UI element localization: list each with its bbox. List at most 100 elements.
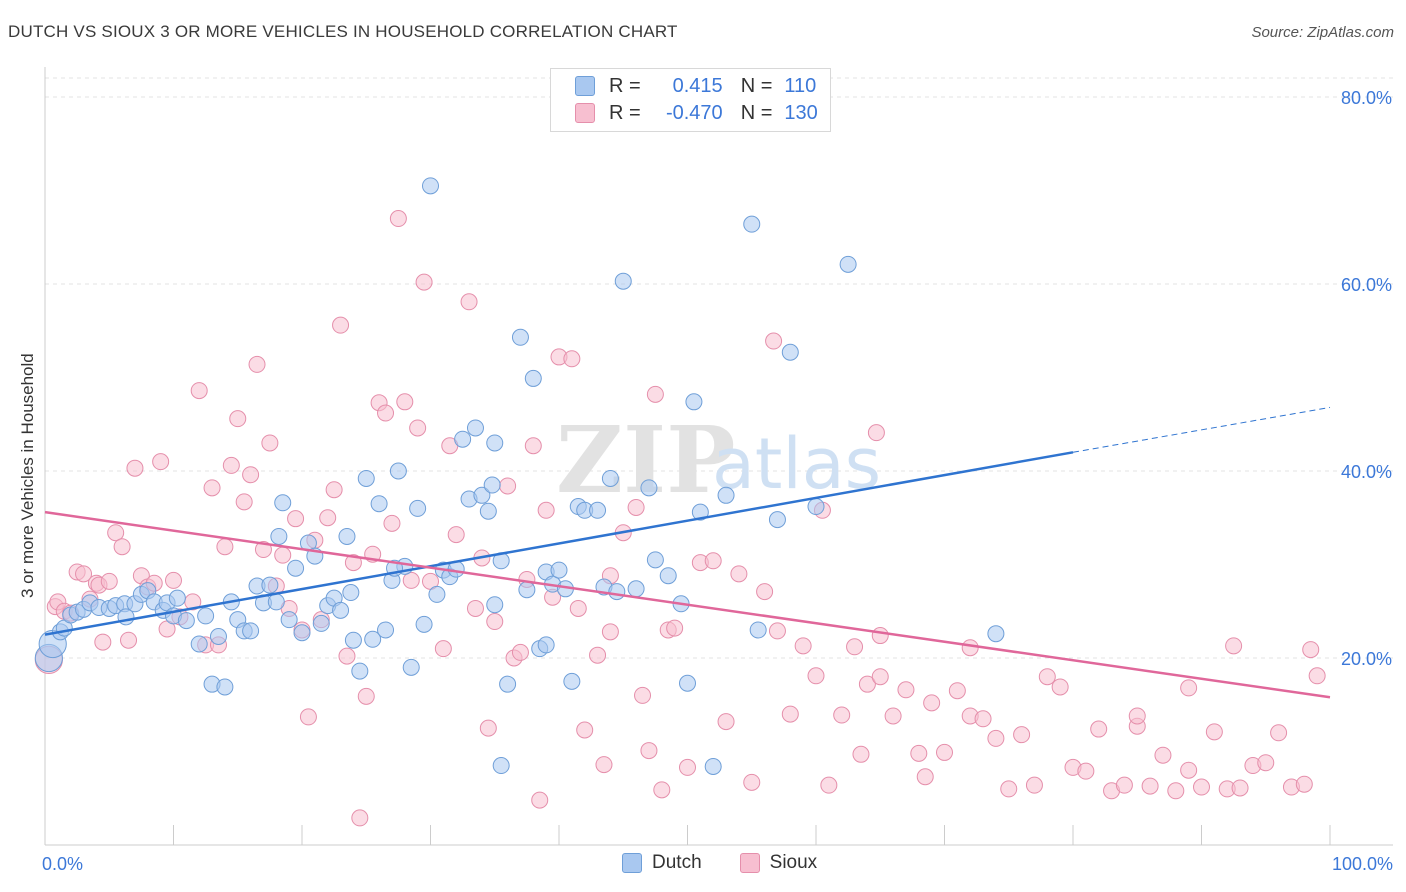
dutch-r-value: 0.415 xyxy=(672,74,723,97)
dutch-point xyxy=(704,757,722,775)
source-label: Source: ZipAtlas.com xyxy=(1251,24,1394,41)
trend-lines xyxy=(44,406,1331,699)
sioux-point xyxy=(344,554,362,572)
sioux-point xyxy=(479,719,497,737)
sioux-point xyxy=(537,501,555,519)
dutch-point xyxy=(267,593,285,611)
dutch-point xyxy=(415,615,433,633)
sioux-point xyxy=(1077,762,1095,780)
sioux-point xyxy=(377,404,395,422)
dutch-point xyxy=(351,662,369,680)
sioux-point xyxy=(126,459,144,477)
y-tick-label: 20.0% xyxy=(1341,649,1392,669)
sioux-point xyxy=(1115,776,1133,794)
sioux-point xyxy=(1013,726,1031,744)
sioux-trend-line xyxy=(44,510,1331,699)
dutch-point xyxy=(659,567,677,585)
sioux-point xyxy=(576,721,594,739)
sioux-point xyxy=(1025,776,1043,794)
sioux-point xyxy=(653,781,671,799)
legend-item-dutch[interactable]: Dutch xyxy=(622,852,702,874)
dutch-point xyxy=(614,272,632,290)
sioux-point xyxy=(274,546,292,564)
dutch-point xyxy=(768,511,786,529)
sioux-point xyxy=(1308,667,1326,685)
dutch-point xyxy=(524,369,542,387)
legend-item-sioux[interactable]: Sioux xyxy=(739,852,817,874)
tick-labels: 20.0% 40.0% 60.0% 80.0% 0.0% 100.0% xyxy=(42,88,1393,874)
sioux-legend-swatch xyxy=(739,853,760,873)
dutch-point xyxy=(483,476,501,494)
dutch-point xyxy=(537,636,555,654)
sioux-point xyxy=(640,742,658,760)
sioux-point xyxy=(190,382,208,400)
sioux-point xyxy=(1167,782,1185,800)
dutch-point xyxy=(589,501,607,519)
dutch-point xyxy=(280,611,298,629)
dutch-point xyxy=(293,624,311,642)
sioux-point xyxy=(916,768,934,786)
sioux-point xyxy=(499,477,517,495)
dutch-point xyxy=(743,215,761,233)
dutch-trend-line xyxy=(1072,406,1331,453)
sioux-point xyxy=(833,706,851,724)
sioux-point xyxy=(936,743,953,761)
dutch-point xyxy=(287,559,305,577)
sioux-points xyxy=(34,210,1326,827)
dutch-point xyxy=(197,607,215,625)
sioux-point xyxy=(807,667,825,685)
dutch-legend-swatch xyxy=(622,853,642,873)
dutch-point xyxy=(428,585,446,603)
dutch-point xyxy=(646,551,664,569)
dutch-point xyxy=(402,658,420,676)
dutch-point xyxy=(216,678,234,696)
dutch-point xyxy=(601,469,619,487)
dutch-point xyxy=(466,419,484,437)
sioux-point xyxy=(486,613,504,631)
sioux-point xyxy=(511,643,529,661)
sioux-point xyxy=(923,694,941,712)
sioux-point xyxy=(434,640,452,658)
dutch-point xyxy=(274,494,292,512)
sioux-r-label: R = xyxy=(609,101,641,124)
sioux-point xyxy=(524,437,542,455)
sioux-point xyxy=(765,332,783,350)
sioux-point xyxy=(107,524,125,542)
dutch-n-label: N = xyxy=(740,74,773,97)
sioux-point xyxy=(634,686,652,704)
series-legend: Dutch Sioux xyxy=(622,852,855,874)
dutch-point xyxy=(640,479,658,497)
dutch-point xyxy=(389,462,407,480)
sioux-point xyxy=(679,758,696,776)
sioux-point xyxy=(768,622,786,640)
sioux-point xyxy=(94,633,112,651)
sioux-point xyxy=(254,541,272,559)
dutch-point xyxy=(987,625,1005,643)
sioux-point xyxy=(1295,775,1313,793)
sioux-point xyxy=(717,713,735,731)
chart-title: DUTCH VS SIOUX 3 OR MORE VEHICLES IN HOU… xyxy=(8,22,678,41)
sioux-point xyxy=(666,619,684,637)
sioux-point xyxy=(402,571,420,589)
sioux-point xyxy=(396,393,414,411)
dutch-point xyxy=(691,503,709,521)
sioux-point xyxy=(1205,723,1223,741)
dutch-point xyxy=(781,343,799,361)
sioux-point xyxy=(120,631,138,649)
sioux-point xyxy=(242,466,260,484)
sioux-point xyxy=(222,456,240,474)
dutch-point xyxy=(608,583,626,601)
sioux-point xyxy=(466,599,484,617)
sioux-point xyxy=(415,273,433,291)
legend-row-dutch: R = 0.415 N = 110 xyxy=(575,74,816,98)
sioux-point xyxy=(1193,778,1210,796)
dutch-point xyxy=(422,177,439,195)
sioux-point xyxy=(743,773,761,791)
dutch-point xyxy=(344,631,362,649)
sioux-point xyxy=(1051,678,1069,696)
sioux-point xyxy=(601,623,619,641)
dutch-point xyxy=(364,630,382,648)
sioux-point xyxy=(248,355,266,373)
sioux-point xyxy=(113,538,131,556)
gridlines xyxy=(45,77,1393,659)
